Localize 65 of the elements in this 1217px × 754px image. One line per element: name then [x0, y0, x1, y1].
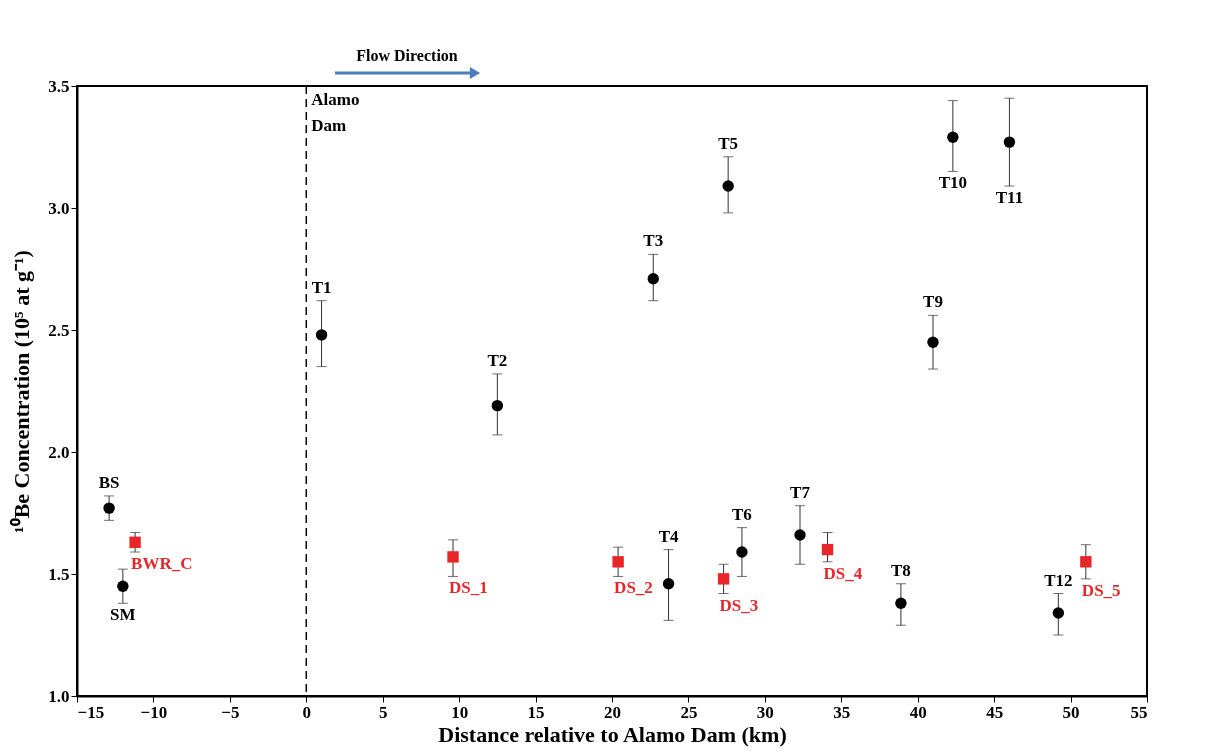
annotation: T2	[487, 350, 508, 370]
y-axis-title: ¹⁰Be Concentration (10⁵ at g⁻¹)	[9, 250, 35, 533]
y-tick-label: 2.0	[48, 442, 70, 462]
y-tick-label: 2.5	[48, 320, 70, 340]
point	[895, 597, 907, 609]
point	[1052, 607, 1065, 619]
annotation: BWR_C	[131, 554, 193, 574]
point	[647, 273, 659, 285]
x-tick-label: −15	[77, 702, 105, 722]
x-axis-title: Distance relative to Alamo Dam (km)	[438, 721, 787, 747]
text: Flow Direction	[356, 47, 458, 64]
point	[447, 551, 459, 563]
y-tick-label: 3.5	[48, 76, 70, 96]
point	[662, 578, 675, 590]
annotation: T3	[643, 231, 664, 251]
y-tick-label: 3.0	[48, 198, 70, 218]
point	[736, 546, 748, 558]
annotation: BS	[98, 472, 120, 492]
x-tick-label: 20	[604, 702, 621, 722]
x-tick-label: 30	[756, 702, 774, 722]
x-tick-label: 40	[909, 702, 927, 722]
x-tick-label: 45	[986, 702, 1004, 722]
point	[129, 536, 141, 548]
point	[1003, 136, 1016, 148]
x-tick-label: 35	[833, 702, 851, 722]
annotation: SM	[110, 605, 136, 625]
y-tick-label: 1.5	[48, 564, 70, 584]
x-tick-label: 25	[680, 702, 698, 722]
annotation: T7	[790, 482, 811, 502]
annotation: T8	[890, 560, 911, 580]
point	[491, 399, 504, 412]
point	[821, 543, 834, 556]
annotation: T1	[311, 277, 332, 297]
point	[1080, 556, 1092, 568]
annotation: T5	[718, 133, 739, 153]
x-tick-label: −5	[221, 702, 240, 722]
point	[794, 529, 806, 541]
point	[927, 336, 939, 348]
x-tick-label: 15	[527, 702, 545, 722]
annotation: T6	[732, 504, 752, 524]
annotation: T12	[1044, 570, 1073, 590]
point	[612, 556, 624, 568]
x-tick-label: −10	[140, 702, 168, 722]
annotation: T9	[923, 292, 943, 312]
annotation: DS_1	[449, 578, 488, 598]
point	[315, 329, 328, 341]
point	[722, 180, 734, 192]
annotation: T4	[658, 526, 679, 546]
y-tick-label: 1.0	[48, 686, 70, 706]
x-tick-label: 0	[302, 702, 312, 722]
annotation: T11	[995, 188, 1024, 208]
x-tick-label: 5	[378, 702, 388, 722]
point	[947, 131, 959, 143]
ref-line-label: Alamo Dam	[311, 90, 360, 135]
annotation: DS_5	[1081, 580, 1121, 600]
annotation: DS_2	[614, 578, 653, 598]
x-tick-label: 55	[1130, 702, 1148, 722]
x-tick-label: 50	[1062, 702, 1080, 722]
annotation: DS_3	[719, 595, 759, 615]
annotation: DS_4	[823, 563, 863, 583]
annotation: T10	[938, 173, 968, 193]
point	[717, 573, 730, 585]
x-tick-label: 10	[451, 702, 469, 722]
point	[103, 502, 115, 514]
point	[117, 580, 129, 592]
